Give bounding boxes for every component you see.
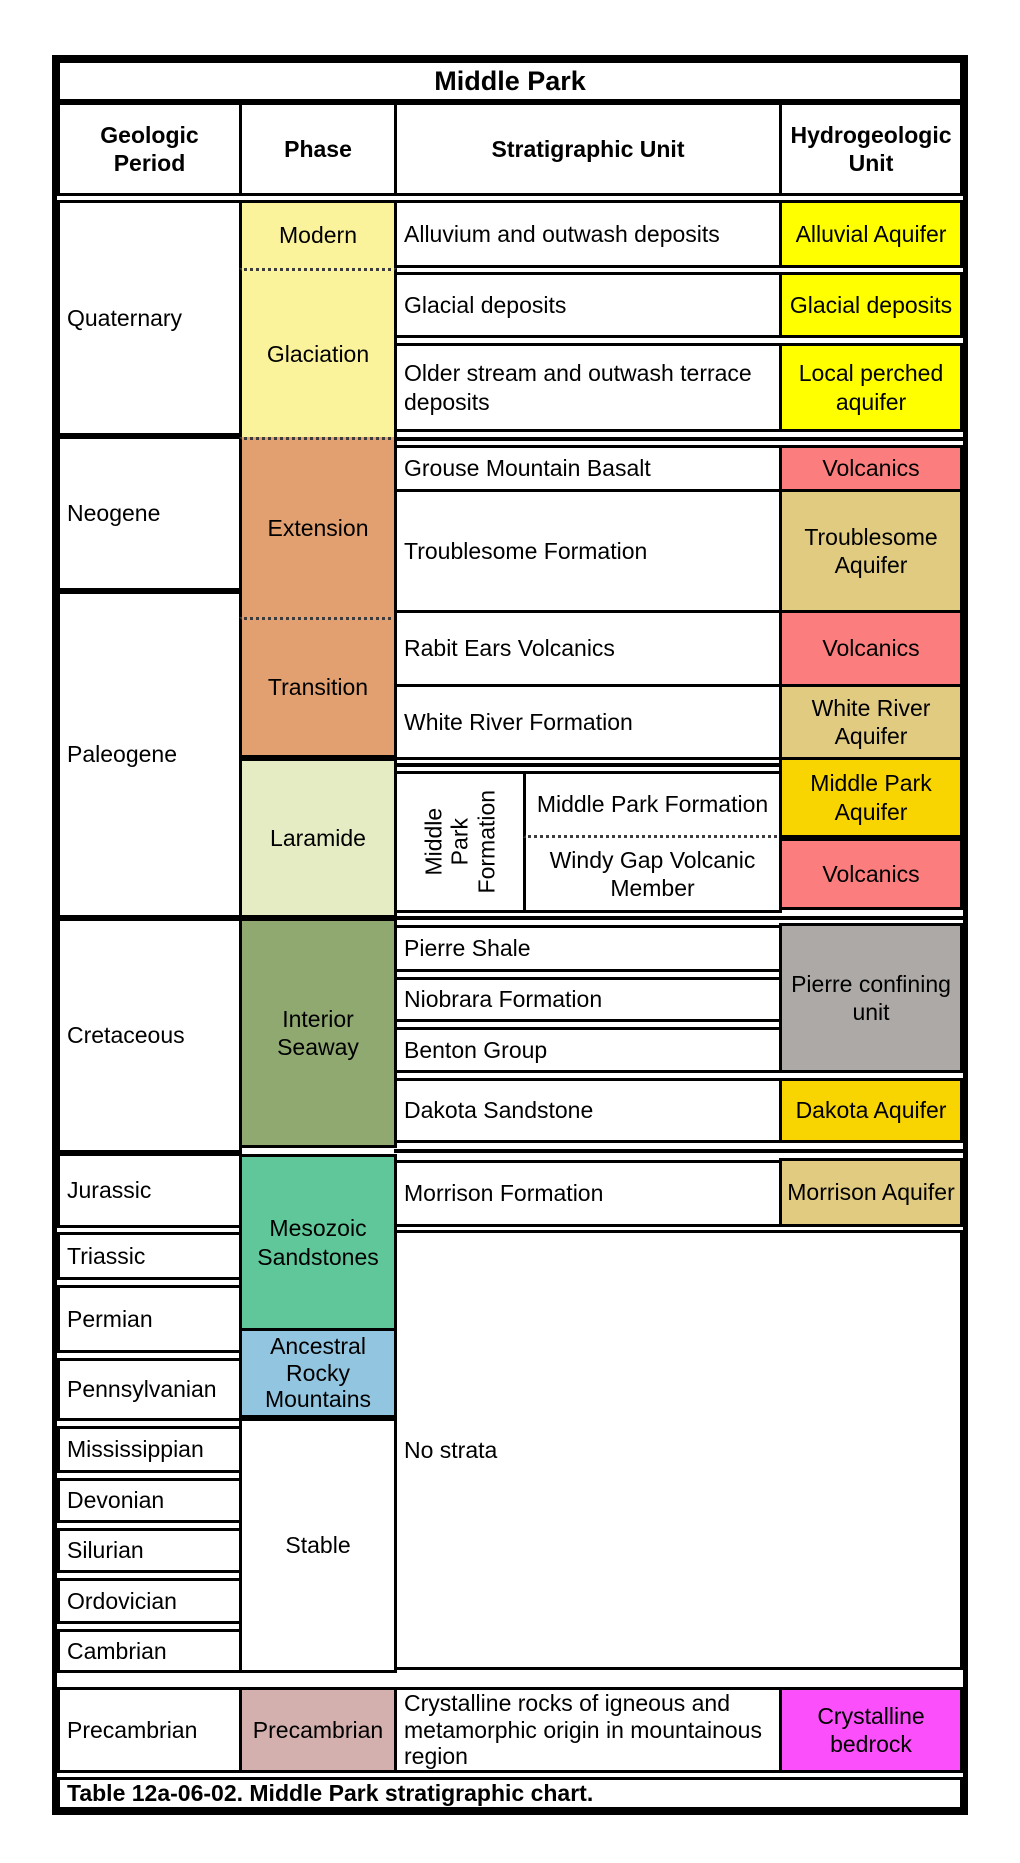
hydro-cell-white-river-aquifer: White River Aquifer [779, 684, 963, 760]
phase-cell-precambrian: Precambrian [239, 1687, 397, 1773]
period-cell-pennsylvanian: Pennsylvanian [57, 1358, 242, 1421]
strat-cell-middle-park-formation-group: Middle Park Formation [394, 771, 526, 913]
hydro-cell-volcanics-laramide: Volcanics [779, 838, 963, 910]
hydro-cell-crystalline-bedrock: Crystalline bedrock [779, 1687, 963, 1773]
section-rule-laramide-cretaceous [394, 916, 963, 920]
period-cell-ordovician: Ordovician [57, 1578, 242, 1624]
period-cell-precambrian: Precambrian [57, 1687, 242, 1773]
strat-cell-pierre-shale: Pierre Shale [394, 925, 782, 972]
strat-cell-rabit-ears-volcanics: Rabit Ears Volcanics [394, 610, 782, 687]
strat-cell-grouse-mountain-basalt: Grouse Mountain Basalt [394, 445, 782, 492]
period-cell-silurian: Silurian [57, 1528, 242, 1573]
period-cell-devonian: Devonian [57, 1478, 242, 1523]
period-cell-triassic: Triassic [57, 1232, 242, 1280]
column-header-geologic-period: Geologic Period [57, 102, 242, 196]
phase-cell-ancestral-rocky-mountains: Ancestral Rocky Mountains [239, 1328, 397, 1418]
phase-cell-transition: Transition [239, 617, 397, 758]
phase-cell-mesozoic-sandstones: Mesozoic Sandstones [239, 1154, 397, 1331]
phase-cell-extension: Extension [239, 437, 397, 617]
section-rule-dakota-morrison [394, 1149, 963, 1153]
strat-cell-morrison-formation: Morrison Formation [394, 1160, 782, 1227]
stratigraphic-chart-table: Middle Park Geologic Period Phase Strati… [52, 55, 968, 1815]
strat-cell-troublesome-formation: Troublesome Formation [394, 489, 782, 613]
hydro-cell-troublesome-aquifer: Troublesome Aquifer [779, 489, 963, 613]
hydro-cell-volcanics-neogene: Volcanics [779, 445, 963, 492]
phase-cell-glaciation: Glaciation [239, 268, 397, 437]
hydro-cell-morrison-aquifer: Morrison Aquifer [779, 1158, 963, 1227]
phase-cell-interior-seaway: Interior Seaway [239, 918, 397, 1148]
period-cell-jurassic: Jurassic [57, 1153, 242, 1228]
section-rule-white-river-middle-park [394, 763, 782, 767]
strat-cell-glacial-deposits: Glacial deposits [394, 272, 782, 338]
strat-cell-older-terrace: Older stream and outwash terrace deposit… [394, 343, 782, 432]
hydro-cell-alluvial-aquifer: Alluvial Aquifer [779, 200, 963, 268]
strat-cell-windy-gap-volcanic-member: Windy Gap Volcanic Member [523, 838, 782, 913]
strat-cell-niobrara-formation: Niobrara Formation [394, 977, 782, 1022]
chart-title: Middle Park [57, 60, 963, 102]
hydro-cell-dakota-aquifer: Dakota Aquifer [779, 1078, 963, 1143]
strat-cell-no-strata: No strata [394, 1230, 963, 1670]
strat-cell-benton-group: Benton Group [394, 1027, 782, 1073]
column-header-phase: Phase [239, 102, 397, 196]
hydro-cell-glacial-deposits: Glacial deposits [779, 272, 963, 338]
column-header-stratigraphic-unit: Stratigraphic Unit [394, 102, 782, 196]
period-cell-cretaceous: Cretaceous [57, 918, 242, 1153]
phase-cell-stable: Stable [239, 1418, 397, 1673]
strat-cell-white-river-formation: White River Formation [394, 684, 782, 760]
period-cell-mississippian: Mississippian [57, 1426, 242, 1473]
column-header-hydrogeologic-unit: Hydrogeologic Unit [779, 102, 963, 196]
rotated-label-middle-park-formation: Middle Park Formation [420, 790, 500, 894]
hydro-cell-pierre-confining-unit: Pierre confining unit [779, 923, 963, 1073]
phase-cell-laramide: Laramide [239, 758, 397, 918]
period-cell-quaternary: Quaternary [57, 200, 242, 436]
table-caption: Table 12a-06-02. Middle Park stratigraph… [57, 1777, 963, 1810]
strat-cell-alluvium: Alluvium and outwash deposits [394, 200, 782, 268]
strat-cell-dakota-sandstone: Dakota Sandstone [394, 1078, 782, 1143]
period-cell-cambrian: Cambrian [57, 1629, 242, 1673]
section-rule-quaternary-neogene [394, 437, 963, 441]
period-cell-neogene: Neogene [57, 436, 242, 591]
phase-cell-modern: Modern [239, 200, 397, 268]
period-cell-permian: Permian [57, 1285, 242, 1353]
period-cell-paleogene: Paleogene [57, 591, 242, 918]
hydro-cell-middle-park-aquifer: Middle Park Aquifer [779, 757, 963, 838]
hydro-cell-volcanics-paleogene: Volcanics [779, 610, 963, 687]
strat-cell-middle-park-formation: Middle Park Formation [523, 771, 782, 838]
strat-cell-crystalline-rocks: Crystalline rocks of igneous and metamor… [394, 1687, 782, 1773]
hydro-cell-local-perched-aquifer: Local perched aquifer [779, 343, 963, 432]
